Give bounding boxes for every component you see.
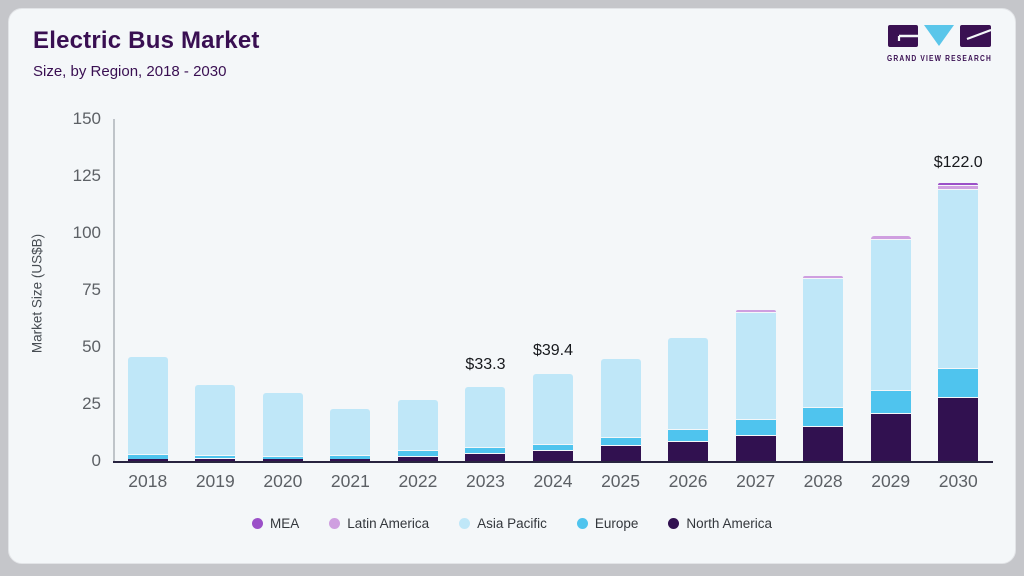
x-axis-label: 2023: [465, 471, 505, 491]
bar-segment-asia-pacific: [465, 387, 506, 448]
x-axis-line: [113, 461, 993, 463]
bar-segment-europe: [127, 455, 168, 459]
bar-segment-north-america: [938, 397, 979, 461]
bar-segment-europe: [668, 429, 709, 441]
x-axis-label: 2028: [803, 471, 843, 491]
legend-item-asia-pacific: Asia Pacific: [459, 516, 547, 531]
legend-label: MEA: [270, 516, 300, 531]
legend-label: Latin America: [347, 516, 430, 531]
bar-segment-latin-america: [803, 276, 844, 279]
legend-item-mea: MEA: [252, 516, 299, 531]
legend-color-dot: [459, 518, 471, 529]
bar-segment-north-america: [668, 441, 709, 461]
x-axis-label: 2018: [128, 471, 168, 491]
bar-segment-europe: [600, 437, 641, 446]
x-axis-label: 2024: [533, 471, 573, 491]
bar-segment-north-america: [735, 435, 776, 461]
legend-label: Europe: [594, 516, 639, 531]
y-axis-tick-label: 75: [82, 280, 101, 299]
legend-color-dot: [668, 518, 680, 529]
bar-segment-north-america: [195, 459, 236, 461]
logo-r-detail: [966, 28, 992, 41]
x-axis-label: 2021: [330, 471, 370, 491]
bar-segment-north-america: [262, 458, 303, 461]
bar-segment-asia-pacific: [803, 279, 844, 407]
bar-segment-asia-pacific: [870, 239, 911, 391]
bar-segment-north-america: [803, 426, 844, 461]
bar-segment-north-america: [600, 446, 641, 461]
bar-segment-europe: [803, 407, 844, 426]
y-axis-tick-label: 100: [72, 223, 101, 242]
bar-segment-north-america: [870, 414, 911, 461]
bar-value-label: $39.4: [532, 342, 574, 360]
bar-segment-asia-pacific: [600, 358, 641, 437]
bar-segment-europe: [397, 451, 438, 456]
legend-color-dot: [329, 518, 341, 529]
bar-segment-latin-america: [938, 185, 979, 189]
bar-segment-north-america: [330, 458, 371, 461]
logo-caption: GRAND VIEW RESEARCH: [887, 54, 992, 63]
grand-view-research-logo: GRAND VIEW RESEARCH: [887, 25, 992, 63]
legend-label: Asia Pacific: [477, 516, 547, 531]
bar-segment-latin-america: [735, 310, 776, 313]
x-axis-label: 2022: [398, 471, 438, 491]
bar-segment-europe: [465, 448, 506, 454]
bar-segment-asia-pacific: [938, 189, 979, 369]
bar-value-label: $122.0: [933, 153, 983, 171]
legend-color-dot: [576, 518, 588, 529]
logo-v-triangle: [924, 25, 954, 46]
page-title: Electric Bus Market: [33, 27, 260, 54]
x-axis-label: 2025: [601, 471, 640, 491]
x-axis-label: 2029: [871, 471, 911, 491]
page-subtitle: Size, by Region, 2018 - 2030: [33, 63, 227, 80]
bar-segment-asia-pacific: [330, 408, 371, 456]
bar-segment-north-america: [465, 454, 506, 461]
bar-segment-asia-pacific: [397, 399, 438, 451]
bar-segment-asia-pacific: [262, 392, 303, 456]
y-axis-tick-label: 150: [72, 109, 101, 128]
bar-segment-europe: [938, 369, 979, 397]
y-axis-tick-label: 125: [72, 166, 101, 185]
bar-segment-north-america: [533, 451, 573, 461]
y-axis-tick-label: 0: [91, 451, 101, 470]
legend-item-europe: Europe: [576, 516, 639, 531]
bar-segment-europe: [262, 456, 303, 459]
bar-segment-mea: [938, 182, 979, 185]
bar-segment-europe: [533, 444, 573, 451]
bar-segment-asia-pacific: [127, 356, 168, 455]
legend-item-north-america: North America: [668, 516, 772, 531]
bar-segment-asia-pacific: [195, 385, 236, 455]
bar-segment-europe: [330, 456, 371, 459]
x-axis-label: 2019: [195, 471, 235, 491]
y-axis-title: Market Size (US$B): [29, 233, 45, 354]
x-axis-label: 2026: [668, 471, 708, 491]
x-axis-label: 2030: [938, 471, 978, 491]
x-axis-label: 2027: [736, 471, 776, 491]
bar-segment-europe: [735, 420, 776, 435]
legend-color-dot: [252, 518, 264, 529]
bar-segment-asia-pacific: [735, 313, 776, 420]
legend-label: North America: [686, 516, 772, 531]
bar-segment-north-america: [127, 458, 168, 461]
chart-card: Electric Bus Market Size, by Region, 201…: [8, 8, 1016, 564]
chart-legend: MEA Latin America Asia Pacific Europe North …: [9, 516, 1015, 531]
y-axis-line: [113, 119, 115, 462]
x-axis-label: 2020: [263, 471, 303, 491]
bar-value-label: $33.3: [465, 356, 506, 374]
bar-segment-europe: [870, 391, 911, 414]
bar-segment-asia-pacific: [668, 338, 709, 429]
bar-segment-europe: [195, 455, 236, 459]
bar-segment-asia-pacific: [533, 373, 573, 444]
y-axis-tick-label: 50: [82, 337, 101, 356]
y-axis-tick-label: 25: [82, 394, 101, 413]
bar-segment-north-america: [397, 456, 438, 461]
legend-item-latin-america: Latin America: [329, 516, 429, 531]
bar-segment-latin-america: [870, 236, 911, 239]
